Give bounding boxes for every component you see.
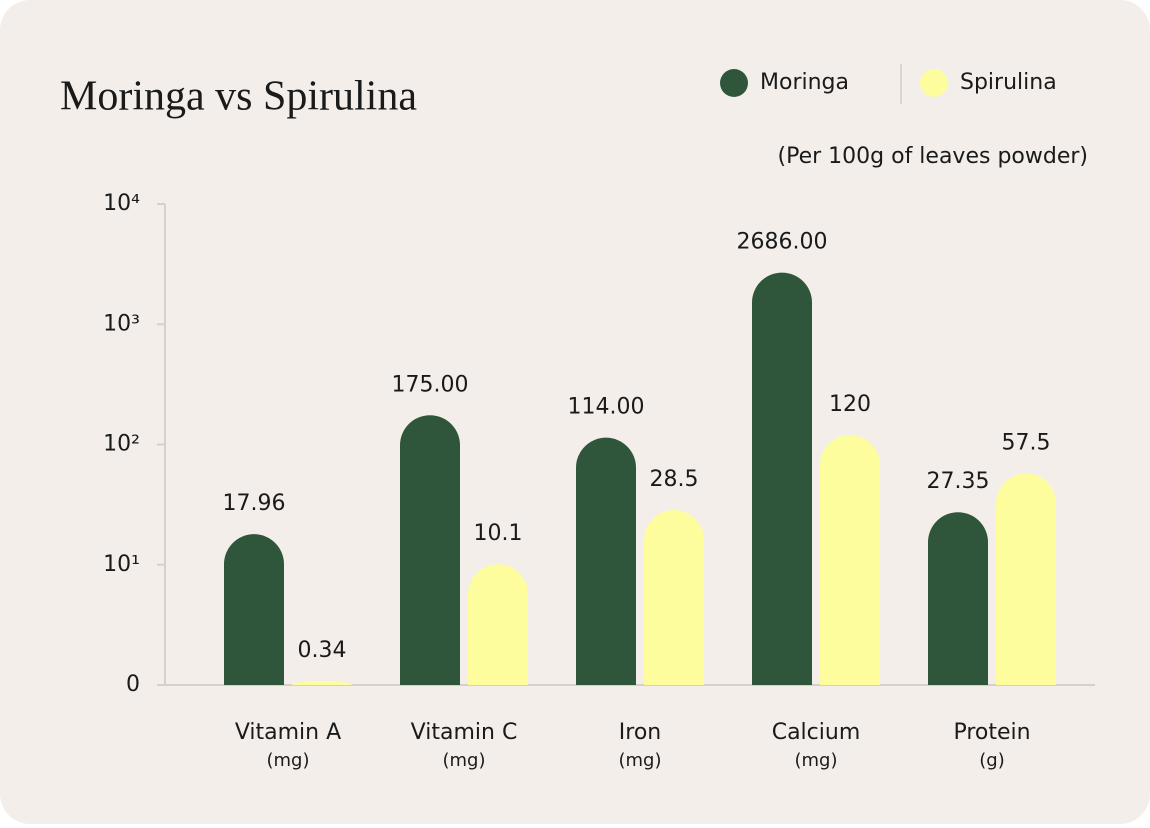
bar	[820, 434, 880, 685]
value-label: 27.35	[927, 469, 990, 494]
value-label: 10.1	[474, 521, 523, 546]
value-label: 114.00	[568, 395, 645, 420]
x-tick-unit: (g)	[979, 750, 1004, 771]
x-tick-label: Vitamin A	[235, 720, 341, 745]
legend-label: Moringa	[760, 70, 849, 95]
x-tick-unit: (mg)	[794, 750, 837, 771]
y-tick-label: 0	[126, 672, 140, 697]
legend-marker	[920, 69, 948, 97]
y-tick-label: 10³	[103, 311, 140, 336]
x-tick-unit: (mg)	[618, 750, 661, 771]
bar	[224, 534, 284, 685]
value-label: 0.34	[298, 638, 347, 663]
x-tick-label: Vitamin C	[411, 720, 518, 745]
bar	[996, 473, 1056, 685]
y-tick-label: 10¹	[103, 552, 140, 577]
x-tick-unit: (mg)	[266, 750, 309, 771]
y-tick-label: 10⁴	[103, 191, 140, 216]
bar	[644, 510, 704, 685]
x-tick-label: Calcium	[772, 720, 861, 745]
value-label: 2686.00	[737, 230, 828, 255]
legend-label: Spirulina	[960, 70, 1057, 95]
x-tick-label: Iron	[619, 720, 661, 745]
x-tick-unit: (mg)	[442, 750, 485, 771]
bar	[468, 564, 528, 685]
chart-title: Moringa vs Spirulina	[60, 74, 417, 120]
bar	[292, 680, 352, 685]
value-label: 57.5	[1002, 430, 1051, 455]
value-label: 120	[829, 392, 871, 417]
bar	[400, 415, 460, 685]
bar	[928, 512, 988, 685]
y-tick-label: 10²	[103, 432, 140, 457]
chart-subtitle: (Per 100g of leaves powder)	[778, 144, 1088, 169]
value-label: 28.5	[650, 467, 699, 492]
legend-marker	[720, 69, 748, 97]
bar	[576, 437, 636, 685]
bar	[752, 272, 812, 685]
value-label: 17.96	[223, 491, 286, 516]
value-label: 175.00	[392, 372, 469, 397]
x-tick-label: Protein	[953, 720, 1030, 745]
